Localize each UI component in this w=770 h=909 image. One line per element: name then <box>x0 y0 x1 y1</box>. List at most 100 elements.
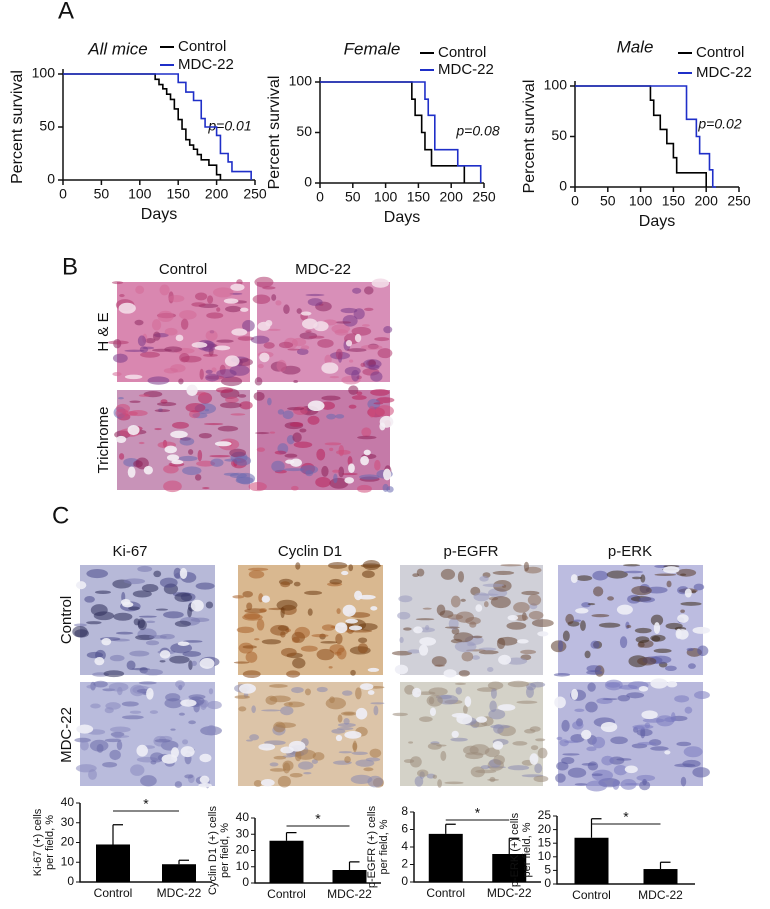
tissue-texture <box>138 681 157 685</box>
x-tick-label: 0 <box>571 193 579 209</box>
tissue-texture <box>291 631 306 643</box>
x-tick-label: MDC-22 <box>327 887 372 901</box>
row-header: Control <box>58 596 75 644</box>
y-tick-label: 40 <box>236 810 250 824</box>
row-header: Trichrome <box>95 407 112 474</box>
tissue-texture <box>373 402 384 405</box>
gland <box>260 778 275 787</box>
tissue-texture <box>84 596 95 603</box>
tissue-texture <box>207 700 222 710</box>
tissue-texture <box>115 631 134 635</box>
tissue-texture <box>617 694 631 702</box>
tissue-texture <box>364 307 374 312</box>
tissue-texture <box>336 727 354 731</box>
tissue-texture <box>376 397 395 403</box>
tissue-texture <box>268 684 288 688</box>
x-tick-label: 150 <box>167 186 191 202</box>
tissue-texture <box>375 405 394 417</box>
x-tick-label: MDC-22 <box>157 886 202 900</box>
tissue-texture <box>465 617 481 625</box>
tissue-texture <box>351 395 367 400</box>
x-tick-label: MDC-22 <box>638 888 683 902</box>
gland <box>394 664 409 675</box>
tissue-texture <box>590 640 600 649</box>
tissue-texture <box>534 763 543 774</box>
tissue-texture <box>651 635 661 642</box>
tissue-texture <box>108 682 129 692</box>
tissue-texture <box>93 680 108 688</box>
gland <box>321 362 339 374</box>
tissue-texture <box>185 403 206 413</box>
tissue-texture <box>203 353 218 357</box>
tissue-texture <box>116 740 123 751</box>
tissue-texture <box>585 780 608 792</box>
tissue-texture <box>220 376 243 387</box>
y-tick-label: 30 <box>236 826 250 840</box>
gland <box>198 783 212 788</box>
tissue-texture <box>431 656 447 667</box>
y-axis-label: p-EGFR (+) cells <box>366 805 378 888</box>
tissue-texture <box>537 747 548 759</box>
x-tick-label: 50 <box>345 189 361 205</box>
gland <box>498 654 512 665</box>
tissue-texture <box>556 736 563 741</box>
gland <box>288 740 306 752</box>
y-tick-label: 25 <box>538 808 552 822</box>
tissue-texture <box>676 568 697 577</box>
x-tick-label: 200 <box>205 186 229 202</box>
y-axis-label: Ki-67 (+) cells <box>32 808 44 876</box>
gland <box>418 644 429 656</box>
tissue-texture <box>236 626 255 634</box>
chart-title: Male <box>617 37 654 56</box>
tissue-texture <box>273 721 286 733</box>
tissue-texture <box>674 695 690 703</box>
tissue-texture <box>357 643 368 654</box>
y-tick-label: 100 <box>32 65 56 81</box>
tissue-texture <box>432 774 438 779</box>
tissue-texture <box>256 618 265 631</box>
tissue-texture <box>198 432 212 439</box>
tissue-texture <box>587 682 596 692</box>
tissue-texture <box>168 295 185 303</box>
gland <box>199 658 215 669</box>
tissue-texture <box>298 761 314 770</box>
gland <box>360 455 369 466</box>
gland <box>166 454 180 461</box>
tissue-texture <box>205 601 214 609</box>
tissue-texture <box>234 695 250 699</box>
tissue-texture <box>251 705 256 714</box>
tissue-texture <box>283 468 305 472</box>
tissue-texture <box>553 672 571 677</box>
gland <box>516 639 529 644</box>
tissue-texture <box>463 745 479 755</box>
tissue-texture <box>216 387 234 394</box>
tissue-texture <box>296 348 309 356</box>
tissue-texture <box>414 776 424 787</box>
tissue-texture <box>693 583 705 591</box>
y-axis-label: per field, % <box>521 822 533 877</box>
y-tick-label: 40 <box>61 795 75 809</box>
tissue-texture <box>344 756 351 764</box>
tissue-texture <box>225 305 242 313</box>
gland <box>75 581 87 590</box>
tissue-texture <box>86 684 97 689</box>
y-axis-label: Percent survival <box>266 76 283 190</box>
tissue-texture <box>565 613 575 625</box>
tissue-texture <box>109 726 131 733</box>
tissue-texture <box>307 415 320 425</box>
tissue-texture <box>340 307 358 314</box>
column-header: Control <box>159 261 207 278</box>
tissue-texture <box>686 647 694 652</box>
tissue-texture <box>487 667 494 672</box>
tissue-texture <box>520 649 537 655</box>
tissue-texture <box>637 741 657 746</box>
gland <box>285 459 295 464</box>
tissue-texture <box>178 378 184 385</box>
gland <box>354 333 362 343</box>
tissue-texture <box>230 413 246 416</box>
chart-title: All mice <box>87 39 148 58</box>
tissue-texture <box>586 665 602 673</box>
bar <box>492 854 527 882</box>
tissue-texture <box>683 746 703 758</box>
